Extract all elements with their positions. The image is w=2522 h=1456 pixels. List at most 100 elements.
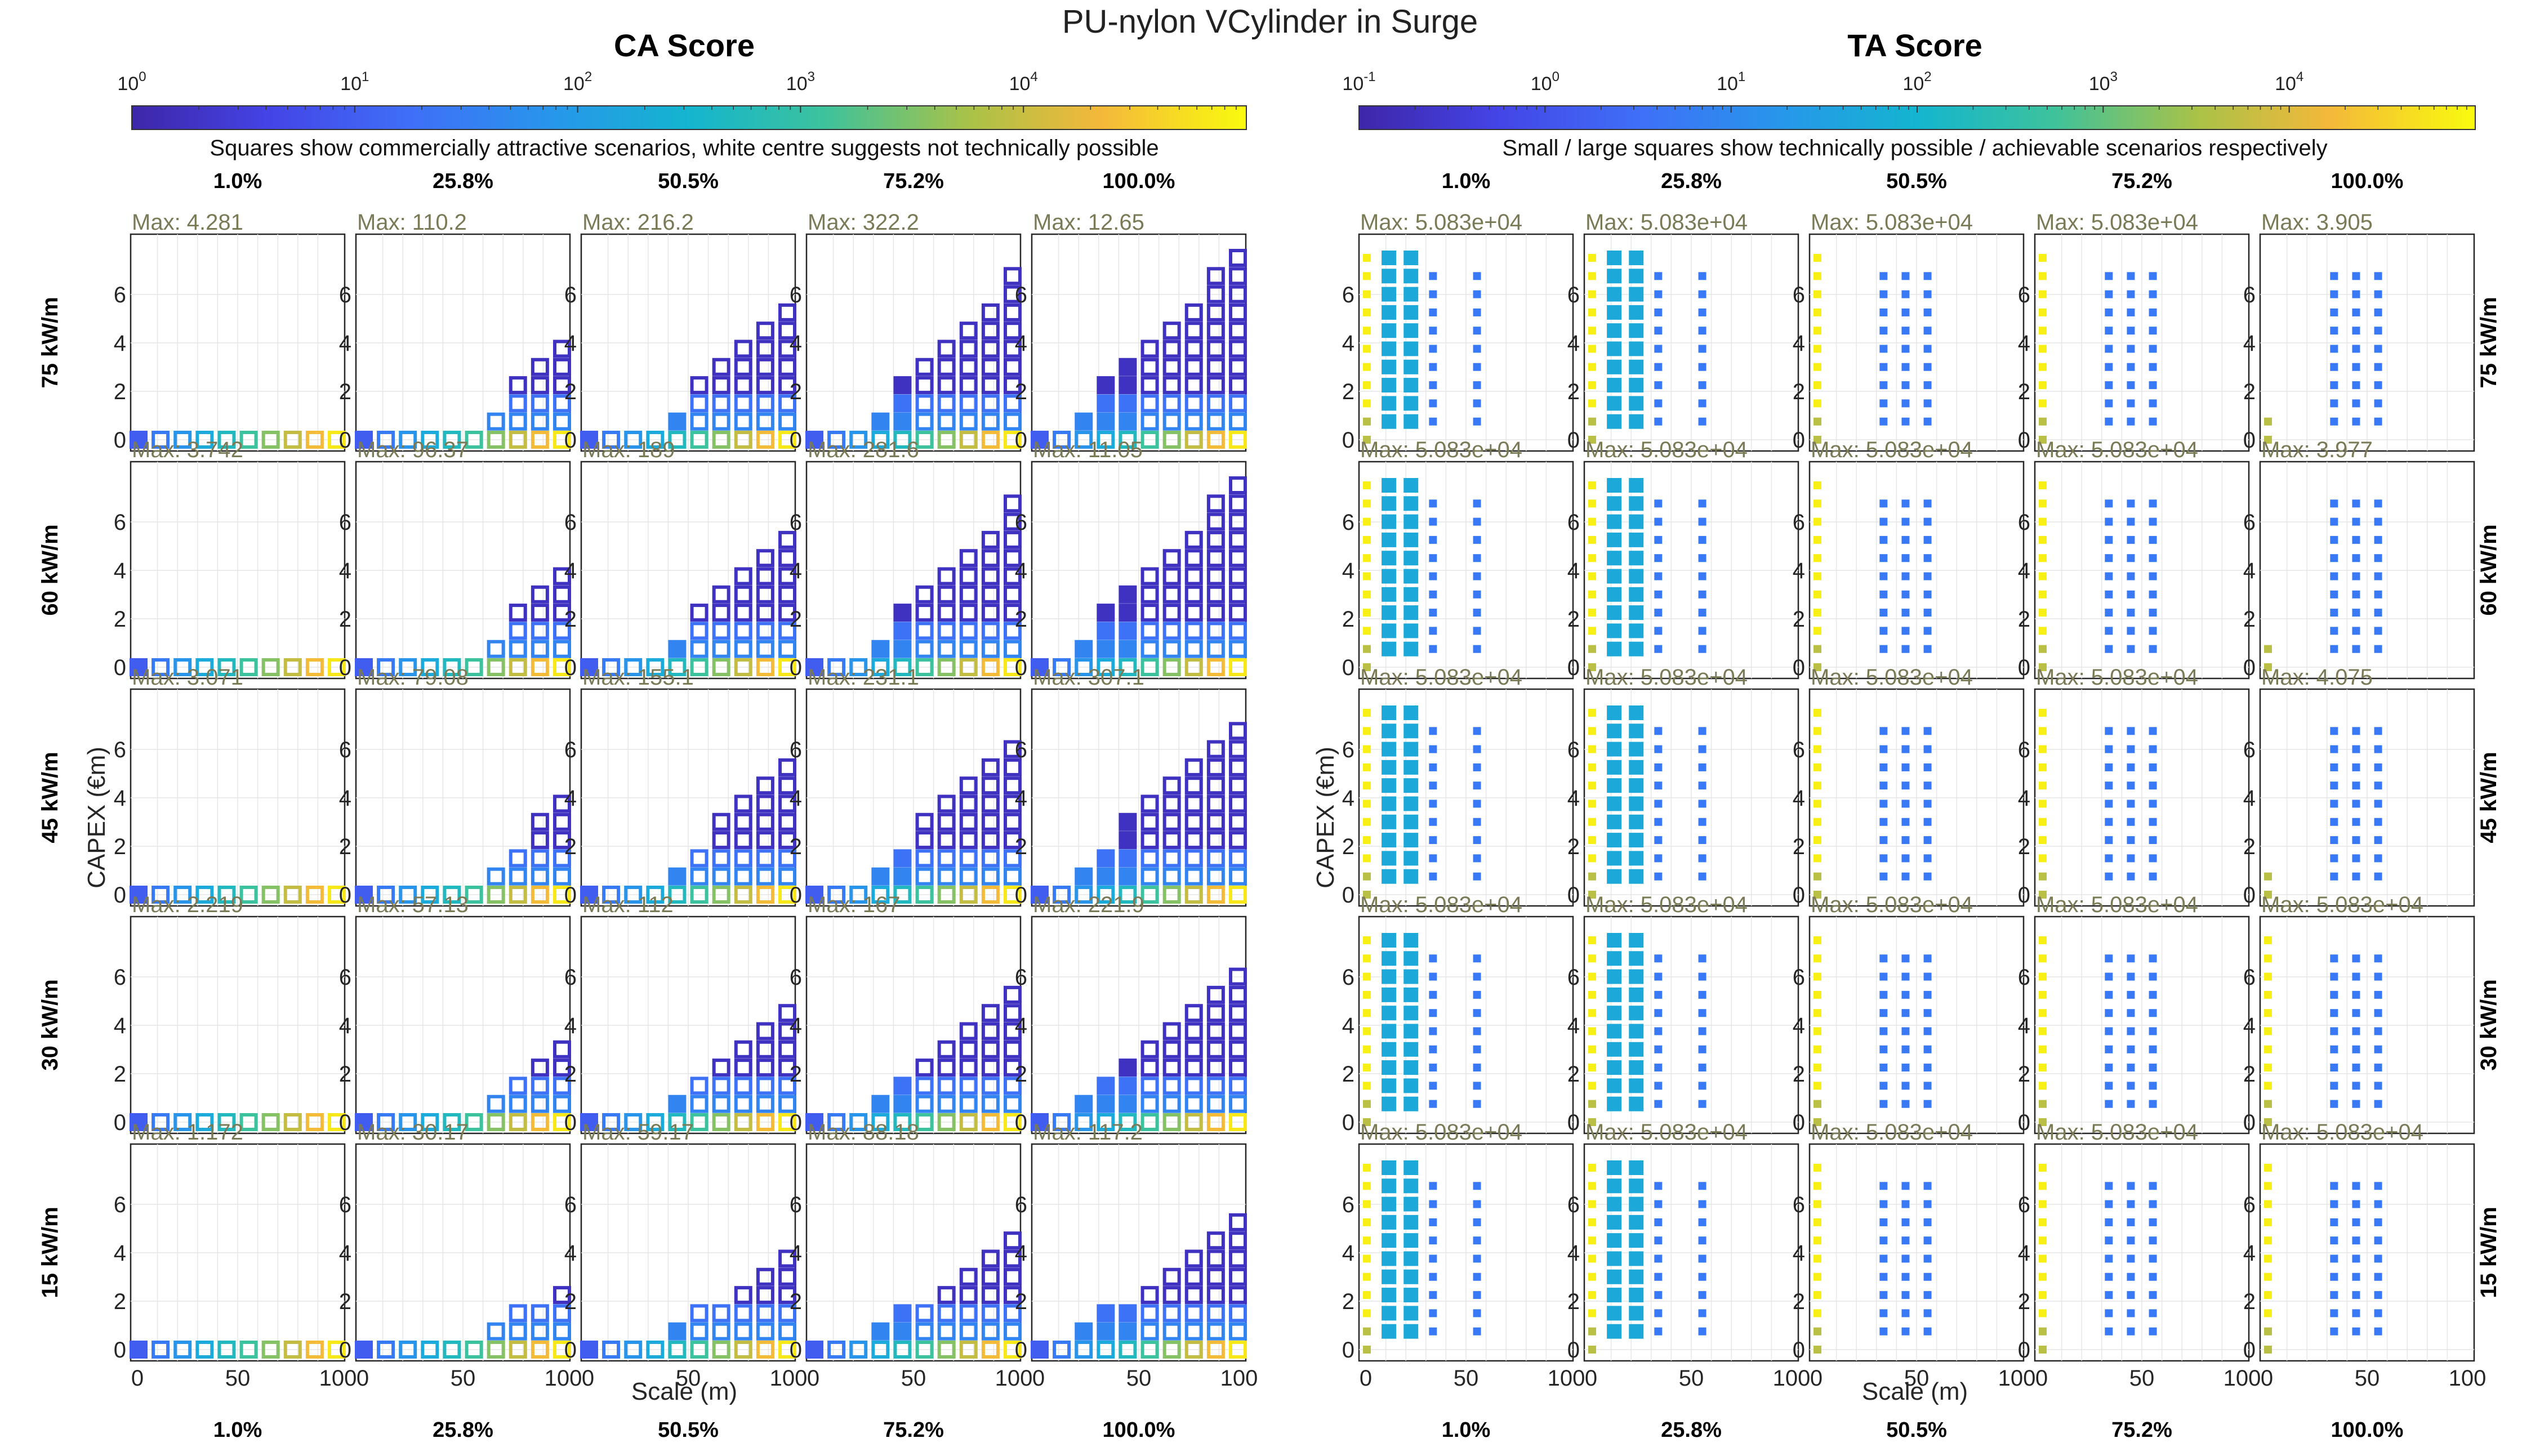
- ta-cell: [1403, 705, 1419, 720]
- ca-cell: [1004, 886, 1022, 904]
- ta-cb-tick-label: 100: [1531, 69, 1559, 95]
- ta-cell: [1879, 1218, 1888, 1226]
- ta-max-label: Max: 5.083e+04: [1360, 210, 1522, 235]
- ca-cell: [1229, 358, 1247, 376]
- ta-cell: [1473, 517, 1481, 526]
- ta-cell: [2374, 645, 2382, 653]
- ta-cell: [1403, 587, 1419, 602]
- y-tick-label: 2: [1567, 1289, 1580, 1314]
- ca-cell: [1162, 812, 1181, 831]
- y-tick-label: 2: [1793, 1062, 1805, 1087]
- ta-cell: [2105, 1218, 2113, 1226]
- ta-cell: [2374, 854, 2382, 863]
- ca-cell: [487, 412, 505, 431]
- ta-max-label: Max: 5.083e+04: [1585, 210, 1748, 235]
- ta-cell: [1363, 363, 1371, 371]
- ta-cell: [2330, 499, 2338, 508]
- ta-cell: [2374, 609, 2382, 617]
- ta-panel-title: TA Score: [1847, 28, 1982, 63]
- ta-cell: [2352, 535, 2360, 544]
- ta-cell: [1879, 399, 1888, 408]
- ta-cell: [1607, 814, 1622, 829]
- ta-cell: [1698, 590, 1706, 599]
- y-tick-label: 2: [790, 379, 802, 404]
- ca-cell: [1229, 285, 1247, 303]
- ta-cell: [1654, 1082, 1663, 1090]
- ca-cell: [1229, 1040, 1247, 1058]
- ta-cell: [1813, 854, 1821, 863]
- ca-cell: [712, 867, 730, 886]
- ca-cell: [959, 1322, 978, 1341]
- ca-cell: [509, 1304, 527, 1323]
- ca-cell: [1184, 867, 1203, 886]
- ta-cell: [1403, 251, 1419, 265]
- ta-cell: [1382, 587, 1397, 602]
- ta-cell: [2039, 254, 2047, 262]
- ca-cell: [1097, 849, 1115, 868]
- ta-cell: [1879, 272, 1888, 280]
- ta-cell: [1473, 781, 1481, 790]
- ta-cell: [1813, 936, 1821, 944]
- ta-cell: [2127, 1182, 2135, 1190]
- y-tick-label: 4: [564, 1241, 577, 1266]
- ca-cell: [981, 585, 1000, 604]
- ta-cell: [1429, 345, 1437, 353]
- y-tick-label: 6: [114, 965, 126, 990]
- ca-cell: [1162, 358, 1181, 376]
- ta-cell: [1382, 569, 1397, 584]
- ta-cell: [2352, 954, 2360, 963]
- ta-cell: [2127, 1254, 2135, 1263]
- y-tick-label: 6: [564, 283, 577, 307]
- ca-cell: [1075, 886, 1093, 904]
- ta-cell: [2330, 872, 2338, 881]
- ca-cell: [509, 376, 527, 395]
- ta-cell: [2330, 554, 2338, 562]
- ta-cell: [1901, 609, 1910, 617]
- ca-cell: [915, 831, 934, 850]
- ta-cell: [2149, 535, 2157, 544]
- ta-cell: [1629, 951, 1644, 966]
- y-tick-label: 0: [2243, 883, 2256, 908]
- ta-cell: [1382, 987, 1397, 1002]
- ca-cell: [712, 1113, 730, 1131]
- ta-cell: [1629, 705, 1644, 720]
- ta-cell: [1607, 414, 1622, 429]
- ca-cell: [531, 1077, 549, 1095]
- ta-cell: [1429, 836, 1437, 845]
- ta-cell: [2105, 972, 2113, 981]
- ca-cell: [959, 776, 978, 795]
- ca-cell: [1075, 1095, 1093, 1113]
- ta-cell: [2352, 417, 2360, 426]
- ca-cell: [1229, 967, 1247, 986]
- ta-cell: [2330, 399, 2338, 408]
- ta-cell: [2105, 836, 2113, 845]
- ta-note: Small / large squares show technically p…: [1502, 136, 2327, 160]
- ta-cell: [1588, 745, 1596, 753]
- y-tick-label: 0: [2243, 1338, 2256, 1363]
- ca-cell: [1004, 1267, 1022, 1286]
- ca-max-label: Max: 2.219: [132, 892, 243, 917]
- ta-cell: [1813, 554, 1821, 562]
- ta-cell: [1879, 290, 1888, 298]
- x-tick-label: 0: [582, 1366, 594, 1391]
- ta-cell: [2149, 745, 2157, 753]
- ta-max-label: Max: 5.083e+04: [1811, 437, 1973, 462]
- ta-cell: [2127, 1200, 2135, 1208]
- ta-cell: [2105, 572, 2113, 580]
- ca-cell: [1097, 640, 1115, 658]
- ca-cell: [981, 1286, 1000, 1305]
- ta-cell: [1923, 1272, 1932, 1281]
- ta-cell: [1363, 891, 1371, 899]
- ta-cell: [2352, 1218, 2360, 1226]
- ta-cell: [1403, 378, 1419, 393]
- y-tick-label: 2: [1567, 379, 1580, 404]
- ca-cell: [734, 867, 752, 886]
- ta-cell: [2352, 399, 2360, 408]
- ta-cell: [2374, 800, 2382, 808]
- ca-cell: [1206, 1113, 1225, 1131]
- ta-cell: [2105, 399, 2113, 408]
